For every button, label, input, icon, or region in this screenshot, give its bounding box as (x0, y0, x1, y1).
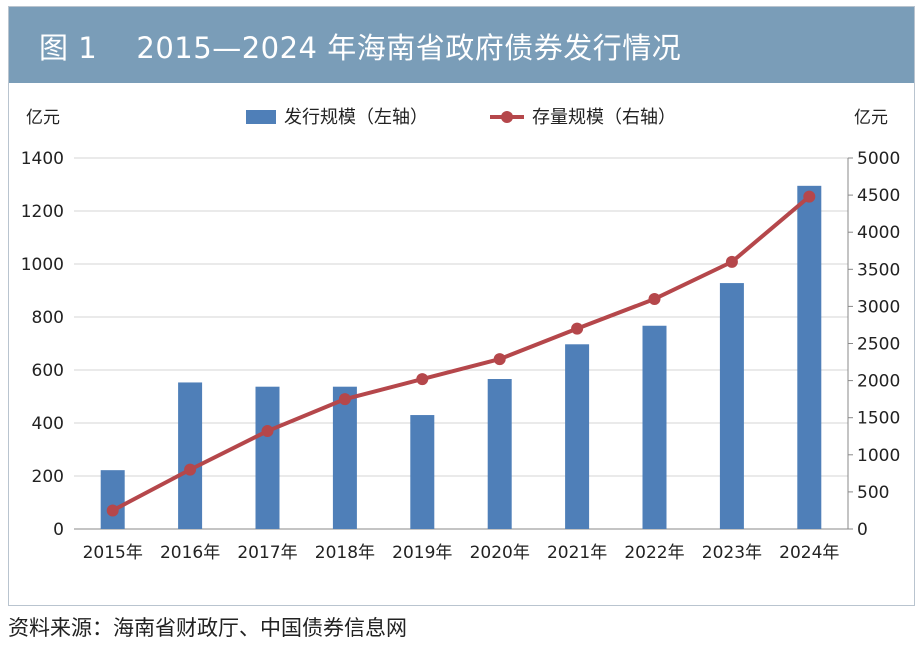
left-tick-label: 1400 (21, 149, 64, 169)
left-tick-label: 0 (53, 520, 64, 540)
x-tick-label: 2020年 (470, 543, 530, 563)
x-tick-label: 2021年 (547, 543, 607, 563)
legend-bar-label: 发行规模（左轴） (284, 107, 428, 128)
stock-point (338, 393, 351, 406)
right-tick-label: 2500 (857, 335, 900, 355)
bar (487, 379, 512, 529)
x-tick-label: 2016年 (160, 543, 220, 563)
bar (255, 386, 280, 529)
left-tick-label: 800 (32, 308, 64, 328)
left-axis-unit: 亿元 (26, 108, 60, 128)
right-tick-label: 4500 (857, 186, 900, 206)
bar (565, 344, 590, 529)
stock-point (803, 190, 816, 203)
stock-point (416, 373, 429, 386)
chart-frame: 图 1 2015—2024 年海南省政府债券发行情况 (8, 6, 915, 606)
stock-point (184, 463, 197, 476)
x-tick-label: 2024年 (779, 543, 839, 563)
bar (178, 382, 203, 529)
bar (719, 283, 744, 529)
right-tick-label: 5000 (857, 149, 900, 169)
left-tick-label: 1000 (21, 255, 64, 275)
chart-title: 图 1 2015—2024 年海南省政府债券发行情况 (39, 31, 682, 65)
right-tick-label: 1500 (857, 409, 900, 429)
right-tick-label: 500 (857, 483, 889, 503)
bar (797, 185, 822, 529)
bar (100, 470, 125, 529)
bar (642, 325, 667, 529)
x-tick-label: 2022年 (624, 543, 684, 563)
x-tick-label: 2019年 (392, 543, 452, 563)
right-tick-label: 3500 (857, 260, 900, 280)
left-tick-label: 400 (32, 414, 64, 434)
x-tick-label: 2018年 (315, 543, 375, 563)
right-tick-label: 0 (857, 520, 868, 540)
legend-bar-swatch (246, 110, 276, 124)
right-tick-label: 3000 (857, 297, 900, 317)
left-tick-label: 200 (32, 467, 64, 487)
legend-line-marker (501, 111, 513, 123)
left-tick-label: 600 (32, 361, 64, 381)
right-tick-label: 4000 (857, 223, 900, 243)
stock-line (111, 195, 811, 513)
left-tick-label: 1200 (21, 202, 64, 222)
legend-line-label: 存量规模（右轴） (532, 107, 676, 128)
stock-point (571, 322, 584, 335)
stock-point (493, 353, 506, 366)
title-bar: 图 1 2015—2024 年海南省政府债券发行情况 (9, 7, 914, 83)
x-tick-label: 2017年 (237, 543, 297, 563)
stock-point (261, 425, 274, 438)
right-tick-label: 1000 (857, 446, 900, 466)
right-tick-label: 2000 (857, 372, 900, 392)
bar (410, 415, 435, 529)
stock-point (648, 292, 661, 305)
right-axis-unit: 亿元 (854, 108, 888, 128)
x-tick-label: 2023年 (702, 543, 762, 563)
x-tick-label: 2015年 (83, 543, 143, 563)
stock-point (725, 255, 738, 268)
source-note: 资料来源：海南省财政厅、中国债券信息网 (8, 616, 407, 640)
bar (332, 386, 357, 529)
stock-point (106, 504, 119, 517)
